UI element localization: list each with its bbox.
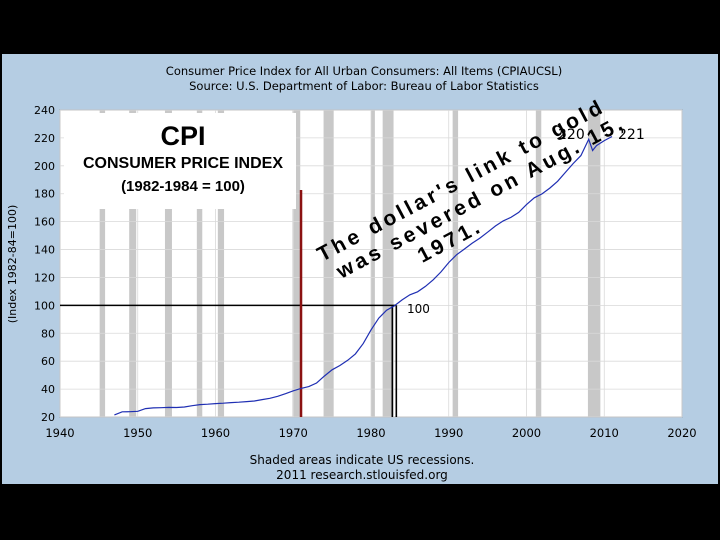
axis-labels: 20 40 60 80 100 120 140 160 180 200 220 240 1940 1950… — [34, 104, 697, 440]
recession-band — [129, 110, 137, 417]
x-tick-label: 1960 — [201, 426, 230, 440]
x-tick-label: 1940 — [45, 426, 74, 440]
y-tick-label: 20 — [41, 411, 55, 424]
recession-band — [323, 110, 334, 417]
y-axis-label: (Index 1982-84=100) — [6, 205, 19, 324]
reference-lines — [60, 190, 398, 417]
chart-title: Consumer Price Index for All Urban Consu… — [166, 64, 562, 78]
y-tick-label: 80 — [41, 327, 55, 340]
x-tick-label: 1990 — [434, 426, 463, 440]
recession-band — [217, 110, 225, 417]
recession-band — [382, 110, 394, 417]
cpi-heading: CPI — [160, 121, 205, 151]
x-tick-label: 1950 — [123, 426, 152, 440]
recession-band — [371, 110, 375, 417]
recession-shading — [99, 110, 601, 417]
recession-band — [452, 110, 459, 417]
recession-band — [196, 110, 203, 417]
x-tick-label: 2000 — [512, 426, 541, 440]
y-tick-label: 220 — [34, 132, 55, 145]
y-tick-label: 60 — [41, 355, 55, 368]
recession-band — [99, 110, 106, 417]
chart-subtitle: Source: U.S. Department of Labor: Bureau… — [189, 79, 539, 93]
cpi-label-box — [64, 113, 296, 209]
y-tick-label: 200 — [34, 160, 55, 173]
x-tick-label: 1980 — [356, 426, 385, 440]
y-tick-label: 100 — [34, 299, 55, 312]
cpi-subheading: CONSUMER PRICE INDEX — [83, 155, 283, 172]
annotation-221: 221 — [618, 127, 645, 143]
recession-band — [164, 110, 172, 417]
y-tick-label: 180 — [34, 188, 55, 201]
cpi-series-line — [114, 135, 613, 416]
recession-band — [535, 110, 542, 417]
y-tick-label: 120 — [34, 271, 55, 284]
y-tick-label: 140 — [34, 244, 55, 257]
x-tick-label: 1970 — [279, 426, 308, 440]
footer-recession-note: Shaded areas indicate US recessions. — [250, 453, 475, 467]
annotation-100: 100 — [407, 302, 430, 316]
x-tick-label: 2020 — [667, 426, 696, 440]
footer-source: 2011 research.stlouisfed.org — [276, 468, 448, 482]
y-tick-label: 240 — [34, 104, 55, 117]
y-tick-label: 160 — [34, 216, 55, 229]
x-tick-label: 2010 — [590, 426, 619, 440]
y-tick-label: 40 — [41, 383, 55, 396]
annotation-220: 220 — [558, 127, 585, 143]
recession-band — [292, 110, 301, 417]
cpi-base-period: (1982-1984 = 100) — [121, 178, 245, 195]
recession-band — [587, 110, 601, 417]
